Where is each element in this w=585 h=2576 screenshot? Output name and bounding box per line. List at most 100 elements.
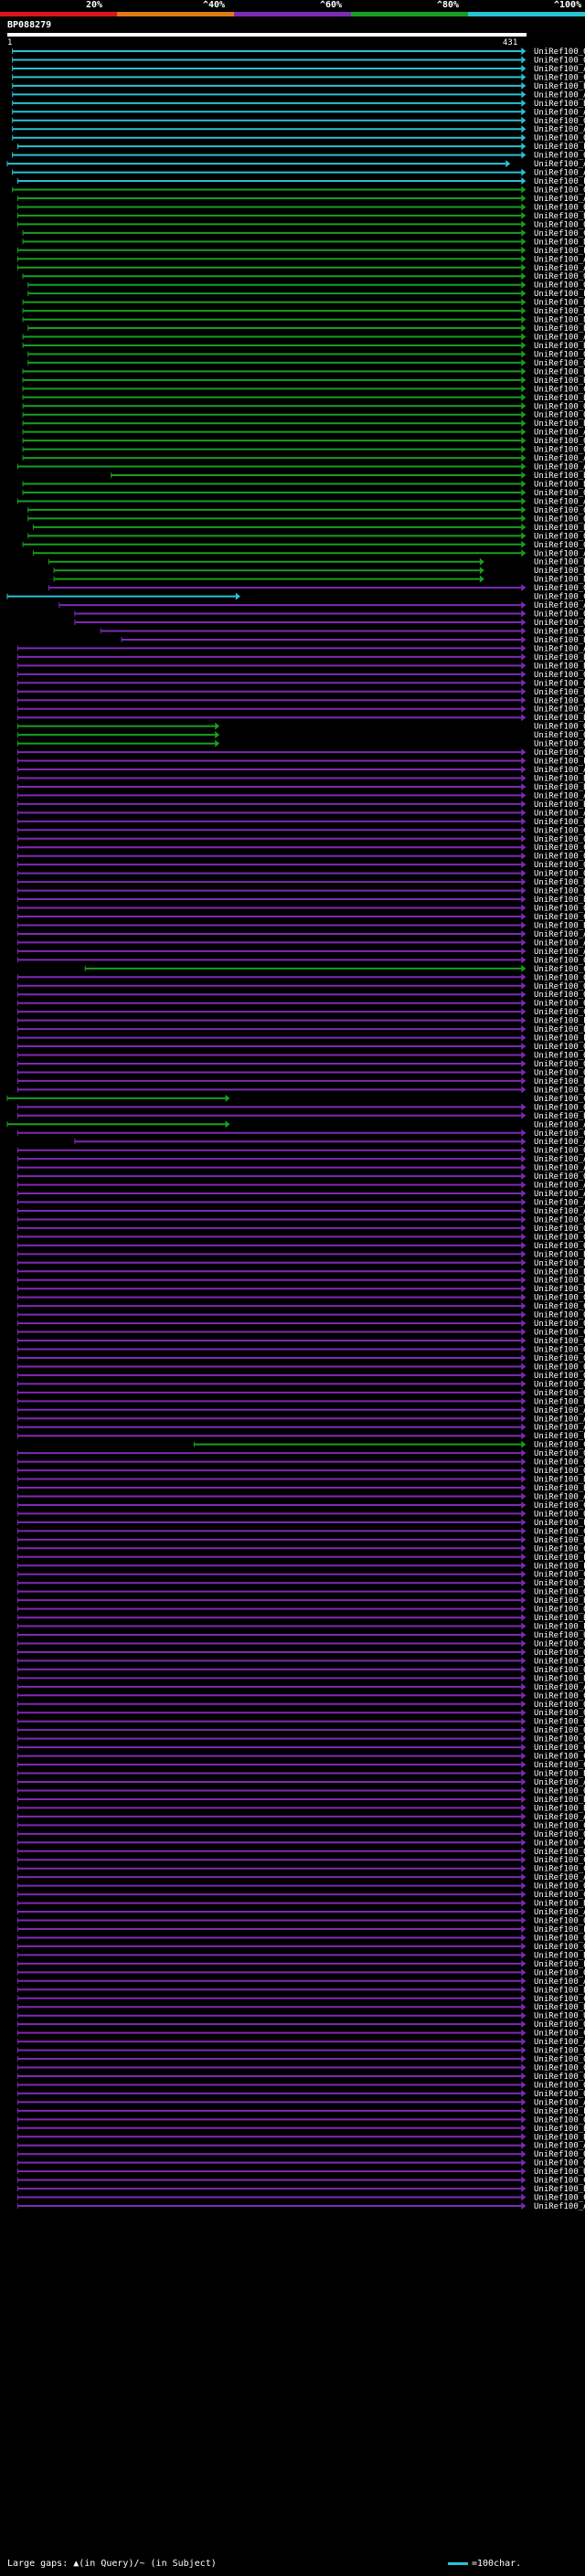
- hit-id[interactable]: UniRef100_B3F7U7: [534, 1484, 585, 1493]
- hit-id[interactable]: UniRef100_A8YG61: [534, 497, 585, 506]
- hit-id[interactable]: UniRef100_Q4FP87: [534, 1882, 585, 1892]
- hit-id[interactable]: UniRef100_A3QHU0: [534, 1873, 585, 1882]
- hit-id[interactable]: UniRef100_Q70N72: [534, 991, 585, 1000]
- hit-id[interactable]: UniRef100_P48629: [534, 247, 585, 256]
- hit-id[interactable]: UniRef100_A9SSR7: [534, 255, 585, 264]
- hit-id[interactable]: UniRef100_C1E7K0: [534, 2177, 585, 2186]
- hit-id[interactable]: UniRef100_Q7TLL5: [534, 887, 585, 896]
- hit-id[interactable]: UniRef100_Q6FV59: [534, 1389, 585, 1398]
- hit-id[interactable]: UniRef100_P20388: [534, 290, 585, 299]
- hit-id[interactable]: UniRef100_C5Q5A4: [534, 1008, 585, 1017]
- hit-id[interactable]: UniRef100_B3F7U8: [534, 1397, 585, 1406]
- hit-id[interactable]: UniRef100_B6TE28: [534, 1674, 585, 1683]
- hit-id[interactable]: UniRef100_Q9FJA2: [534, 532, 585, 541]
- hit-id[interactable]: UniRef100_Q8H1X7: [534, 1934, 585, 1943]
- hit-id[interactable]: UniRef100_B9HNA1: [534, 1277, 585, 1286]
- hit-id[interactable]: UniRef100_A0LNI1: [534, 195, 585, 204]
- hit-id[interactable]: UniRef100_A9PJB7: [534, 1182, 585, 1191]
- hit-id[interactable]: UniRef100_Q9FV83: [534, 2072, 585, 2082]
- hit-id[interactable]: UniRef100_Q0GYN4: [534, 1060, 585, 1069]
- hit-id[interactable]: UniRef100_Q01V92: [534, 982, 585, 991]
- hit-id[interactable]: UniRef100_Q0K1X7: [534, 1147, 585, 1156]
- hit-id[interactable]: UniRef100_A1E5M5: [534, 1683, 585, 1692]
- hit-id[interactable]: UniRef100_Q9FXX9: [534, 1215, 585, 1224]
- hit-id[interactable]: UniRef100_B6TJJ0: [534, 1025, 585, 1034]
- hit-id[interactable]: UniRef100_B3GDX8: [534, 2125, 585, 2134]
- hit-id[interactable]: UniRef100_C5YQ09: [534, 913, 585, 922]
- hit-id[interactable]: UniRef100_C3M9S7: [534, 1865, 585, 1874]
- hit-id[interactable]: UniRef100_C5M8D5: [534, 1329, 585, 1338]
- hit-id[interactable]: UniRef100_Q10NW3: [534, 1917, 585, 1926]
- hit-id[interactable]: UniRef100_Q7NE22: [534, 541, 585, 550]
- hit-id[interactable]: UniRef100_Q55231: [534, 402, 585, 411]
- hit-id[interactable]: UniRef100_Q82068: [534, 1000, 585, 1009]
- hit-id[interactable]: UniRef100_D1ET10: [534, 878, 585, 887]
- hit-id[interactable]: UniRef100_Q5U9G0: [534, 203, 585, 212]
- hit-id[interactable]: UniRef100_C6TL57: [534, 2030, 585, 2039]
- hit-id[interactable]: UniRef100_C6ZE80: [534, 593, 585, 602]
- hit-id[interactable]: UniRef100_Q59AP3: [534, 1588, 585, 1597]
- hit-id[interactable]: UniRef100_Q7DEF1: [534, 861, 585, 870]
- hit-id[interactable]: UniRef100_Q0PMN6: [534, 1726, 585, 1735]
- hit-id[interactable]: UniRef100_A3QQP5: [534, 125, 585, 134]
- hit-id[interactable]: UniRef100_C6Z6C1: [534, 1095, 585, 1104]
- hit-id[interactable]: UniRef100_B4D946: [534, 2133, 585, 2142]
- hit-id[interactable]: UniRef100_B9I6N6: [534, 1285, 585, 1294]
- hit-id[interactable]: UniRef100_Q2QYW4: [534, 1346, 585, 1355]
- hit-id[interactable]: UniRef100_B0C2J1: [534, 1112, 585, 1121]
- hit-id[interactable]: UniRef100_Q9AYX4: [534, 731, 585, 740]
- hit-id[interactable]: UniRef100_B7KZH1: [534, 394, 585, 403]
- hit-id[interactable]: UniRef100_A9PGN3: [534, 90, 585, 100]
- hit-id[interactable]: UniRef100_Q11A37: [534, 411, 585, 420]
- hit-id[interactable]: UniRef100_A1E435: [534, 2142, 585, 2151]
- hit-id[interactable]: UniRef100_Q6DUV4: [534, 152, 585, 161]
- hit-id[interactable]: UniRef100_A0YQ04: [534, 334, 585, 343]
- hit-id[interactable]: UniRef100_B6TG98: [534, 238, 585, 247]
- hit-id[interactable]: UniRef100_B9ISA9: [534, 1986, 585, 1995]
- hit-id[interactable]: UniRef100_A7NYI0: [534, 2202, 585, 2211]
- hit-id[interactable]: UniRef100_UPI000...: [534, 2012, 585, 2021]
- hit-id[interactable]: UniRef100_B9TUJ2: [534, 100, 585, 109]
- hit-id[interactable]: UniRef100_Q3M5C7: [534, 835, 585, 844]
- hit-id[interactable]: UniRef100_B6MDD7: [534, 1900, 585, 1909]
- hit-id[interactable]: UniRef100_C5J3R0: [534, 1527, 585, 1536]
- hit-id[interactable]: UniRef100_C7V5N3: [534, 1821, 585, 1830]
- hit-id[interactable]: UniRef100_Q76ED8: [534, 1467, 585, 1476]
- hit-id[interactable]: UniRef100_A7R6U0: [534, 1778, 585, 1787]
- hit-id[interactable]: UniRef100_Q8AX84: [534, 1458, 585, 1468]
- hit-id[interactable]: UniRef100_C4YVS0: [534, 1691, 585, 1701]
- hit-id[interactable]: UniRef100_Q6CF55: [534, 2150, 585, 2159]
- hit-id[interactable]: UniRef100_Q72M76: [534, 619, 585, 628]
- hit-id[interactable]: UniRef100_Q55230: [534, 281, 585, 291]
- hit-id[interactable]: UniRef100_Q65792: [534, 1320, 585, 1329]
- hit-id[interactable]: UniRef100_A9M8N0: [534, 1155, 585, 1164]
- hit-id[interactable]: UniRef100_P49624: [534, 1562, 585, 1571]
- hit-id[interactable]: UniRef100_Q8AX83: [534, 1372, 585, 1381]
- hit-id[interactable]: UniRef100_Q4NMP3: [534, 1233, 585, 1242]
- hit-id[interactable]: UniRef100_Q6Z964: [534, 220, 585, 229]
- hit-id[interactable]: UniRef100_B9YUB1: [534, 524, 585, 533]
- hit-id[interactable]: UniRef100_Q44503: [534, 359, 585, 368]
- hit-id[interactable]: UniRef100_Q4ABJ1: [534, 1362, 585, 1372]
- hit-id[interactable]: UniRef100_Q9FV88: [534, 2055, 585, 2064]
- hit-id[interactable]: UniRef100_P46627: [534, 143, 585, 152]
- hit-id[interactable]: UniRef100_B9T3Z1: [534, 212, 585, 221]
- hit-id[interactable]: UniRef100_P49619: [534, 1432, 585, 1441]
- hit-id[interactable]: UniRef100_Q2MEY0: [534, 1701, 585, 1710]
- hit-id[interactable]: UniRef100_Q0AM09: [534, 2090, 585, 2099]
- hit-id[interactable]: UniRef100_B7JUV3: [534, 367, 585, 376]
- hit-id[interactable]: UniRef100_Q10A96: [534, 853, 585, 862]
- hit-id[interactable]: UniRef100_A7QM33: [534, 1190, 585, 1199]
- hit-id[interactable]: UniRef100_A6YGT5: [534, 65, 585, 74]
- hit-id[interactable]: UniRef100_C5YLK7: [534, 229, 585, 239]
- hit-id[interactable]: UniRef100_B9WBT3: [534, 2003, 585, 2012]
- hit-id[interactable]: UniRef100_B1WTM1: [534, 774, 585, 783]
- hit-id[interactable]: UniRef100_Q704F1: [534, 437, 585, 446]
- hit-id[interactable]: UniRef100_B3GDX5: [534, 1951, 585, 1960]
- hit-id[interactable]: UniRef100_Q8K3L4: [534, 1311, 585, 1320]
- hit-id[interactable]: UniRef100_Q7J719: [534, 818, 585, 827]
- hit-id[interactable]: UniRef100_Q9SM62: [534, 1848, 585, 1857]
- hit-id[interactable]: UniRef100_Q9AYX2: [534, 740, 585, 749]
- hit-id[interactable]: UniRef100_C4Y2I0: [534, 1571, 585, 1580]
- hit-id[interactable]: UniRef100_A9S269: [534, 705, 585, 715]
